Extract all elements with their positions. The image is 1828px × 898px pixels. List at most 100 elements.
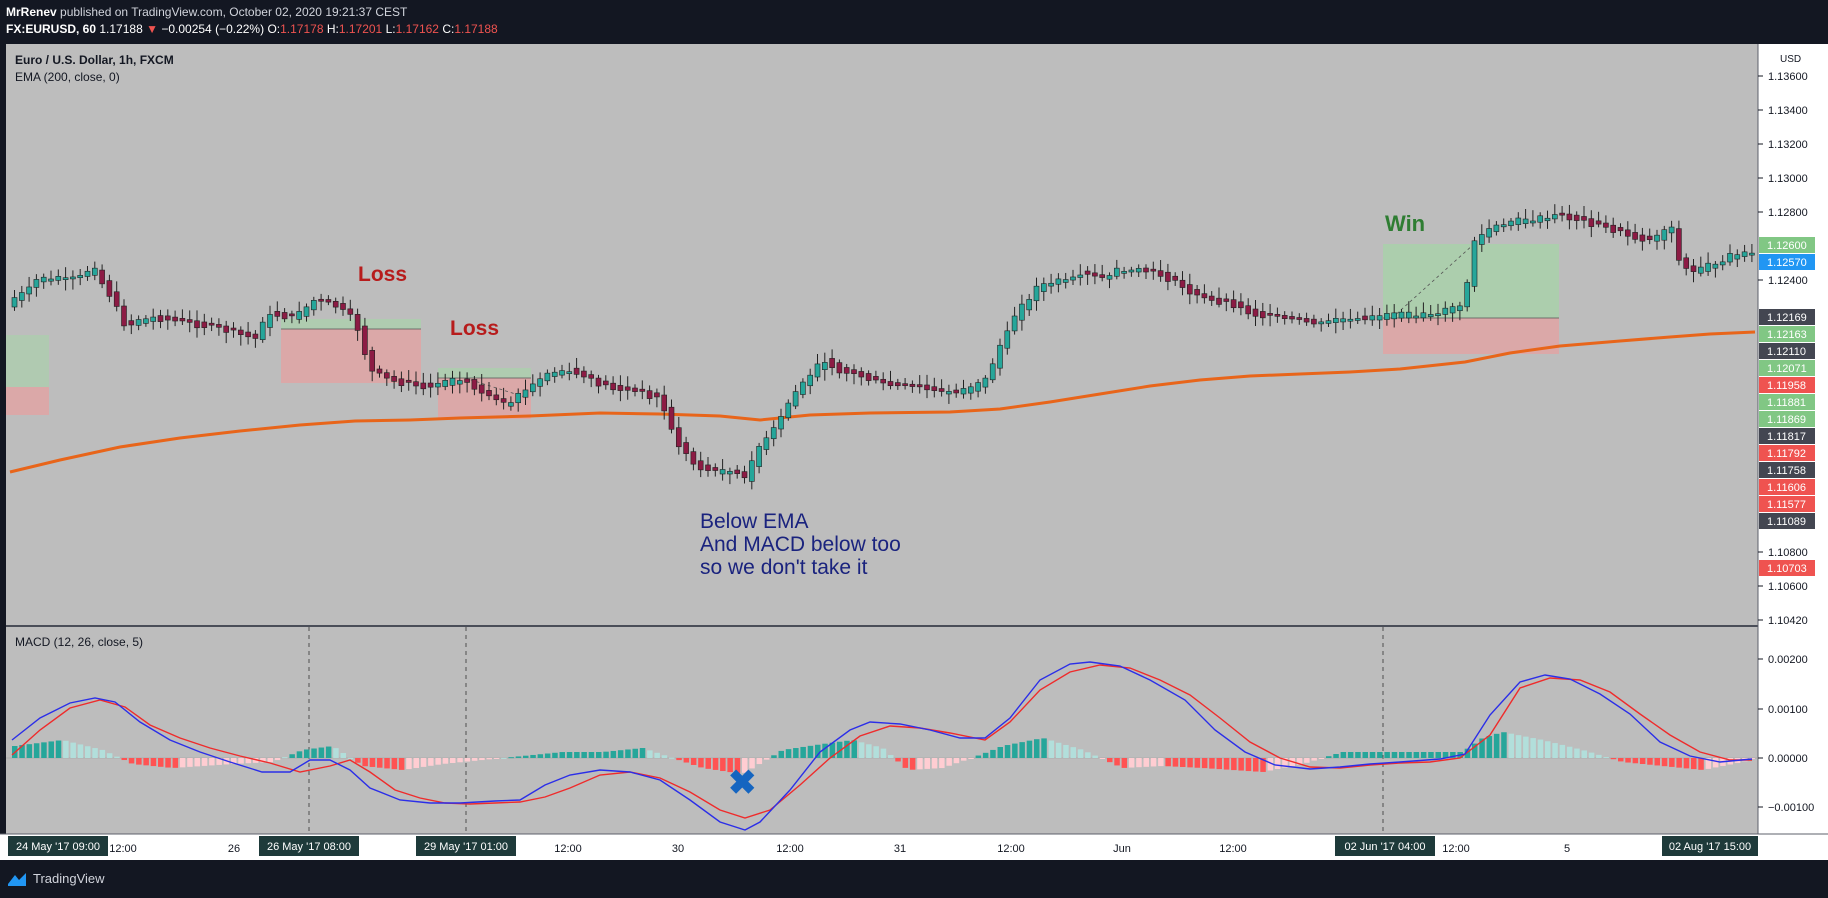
candle[interactable] [537, 378, 543, 387]
candle[interactable] [223, 325, 229, 333]
candle[interactable] [902, 383, 908, 386]
candle[interactable] [814, 363, 821, 378]
candle[interactable] [1092, 272, 1098, 277]
candle[interactable] [1639, 234, 1646, 242]
candle[interactable] [1362, 315, 1368, 321]
candle[interactable] [347, 308, 354, 315]
candle[interactable] [843, 367, 850, 374]
candle[interactable] [1705, 262, 1711, 272]
price-label-badge[interactable] [1759, 309, 1815, 325]
candle[interactable] [1581, 216, 1587, 221]
candle[interactable] [610, 382, 616, 391]
candle[interactable] [1165, 271, 1171, 282]
win-trade-stop-zone[interactable] [1383, 318, 1559, 354]
macd-pane-background[interactable] [6, 627, 1758, 834]
candle[interactable] [821, 362, 828, 370]
chart-canvas[interactable]: Euro / U.S. Dollar, 1h, FXCM EMA (200, c… [0, 44, 1828, 860]
publisher-name[interactable]: MrRenev [6, 5, 57, 19]
candle[interactable] [1406, 311, 1412, 319]
candle[interactable] [252, 333, 259, 339]
candle[interactable] [318, 298, 324, 302]
candle[interactable] [1734, 254, 1741, 260]
candle[interactable] [967, 386, 974, 394]
candle[interactable] [1245, 305, 1251, 315]
note-line-2[interactable]: And MACD below too [700, 533, 901, 556]
candle[interactable] [1391, 312, 1397, 320]
price-label-badge[interactable] [1759, 445, 1815, 461]
candle[interactable] [84, 270, 91, 277]
macd-histogram[interactable] [12, 732, 1755, 774]
candle[interactable] [1084, 270, 1091, 275]
candle[interactable] [420, 382, 427, 390]
candle[interactable] [1157, 270, 1164, 277]
candle[interactable] [646, 390, 653, 399]
candlestick-series[interactable] [11, 204, 1755, 490]
candle[interactable] [712, 467, 719, 471]
price-label-badge[interactable] [1759, 513, 1815, 529]
candle[interactable] [953, 389, 960, 394]
candle[interactable] [1289, 316, 1295, 320]
candle[interactable] [128, 320, 135, 326]
candle[interactable] [456, 380, 463, 385]
candle[interactable] [340, 303, 346, 310]
candle[interactable] [1114, 267, 1120, 277]
candle[interactable] [1230, 299, 1237, 309]
price-label-badge[interactable] [1759, 237, 1815, 253]
price-label-badge[interactable] [1759, 394, 1815, 410]
time-badge[interactable] [259, 836, 359, 856]
candle[interactable] [588, 374, 595, 379]
candle[interactable] [70, 276, 76, 280]
candle[interactable] [1048, 282, 1054, 287]
candle[interactable] [1698, 266, 1704, 274]
candle[interactable] [500, 398, 507, 403]
candle[interactable] [1559, 212, 1565, 216]
price-label-badge[interactable] [1759, 377, 1815, 393]
candle[interactable] [741, 471, 748, 479]
candle[interactable] [77, 275, 83, 279]
candle[interactable] [369, 350, 376, 372]
candle[interactable] [303, 306, 310, 317]
price-label-badge[interactable] [1759, 462, 1815, 478]
candle[interactable] [675, 427, 682, 448]
candle[interactable] [756, 446, 762, 467]
candle[interactable] [1201, 293, 1208, 299]
macd-indicator-label[interactable]: MACD (12, 26, close, 5) [15, 635, 143, 649]
candle[interactable] [1128, 269, 1135, 273]
candle[interactable] [1427, 314, 1434, 318]
price-label-badge[interactable] [1759, 411, 1815, 427]
candle[interactable] [1179, 279, 1186, 288]
price-label-badge[interactable] [1759, 360, 1815, 376]
candle[interactable] [1194, 289, 1200, 296]
candle[interactable] [449, 377, 456, 386]
candle[interactable] [938, 388, 945, 392]
candle[interactable] [208, 322, 215, 326]
candle[interactable] [982, 377, 989, 388]
ema-indicator-label[interactable]: EMA (200, close, 0) [15, 70, 120, 84]
candle[interactable] [1537, 215, 1543, 223]
candle[interactable] [624, 386, 631, 391]
candle[interactable] [1420, 312, 1427, 319]
candle[interactable] [121, 305, 127, 327]
time-badge[interactable] [1335, 836, 1435, 856]
trade1-target-zone[interactable] [281, 319, 421, 329]
candle[interactable] [654, 392, 660, 398]
win-label[interactable]: Win [1385, 211, 1425, 236]
candle[interactable] [1522, 218, 1529, 224]
candle[interactable] [1500, 224, 1507, 228]
candle[interactable] [1121, 271, 1127, 274]
candle[interactable] [354, 314, 361, 331]
candle[interactable] [770, 427, 777, 440]
candle[interactable] [33, 279, 40, 288]
candle[interactable] [1727, 253, 1733, 263]
candle[interactable] [274, 311, 281, 317]
candle[interactable] [1062, 279, 1069, 283]
candle[interactable] [1435, 313, 1441, 316]
candle[interactable] [1354, 318, 1361, 321]
time-axis-badges[interactable]: 24 May '17 09:00 26 May '17 08:00 29 May '… [8, 836, 1758, 856]
candle[interactable] [551, 371, 558, 377]
candle[interactable] [493, 394, 500, 401]
win-trade-target-zone[interactable] [1383, 244, 1559, 318]
candle[interactable] [887, 381, 894, 387]
candle[interactable] [398, 378, 405, 386]
candle[interactable] [1333, 318, 1339, 323]
